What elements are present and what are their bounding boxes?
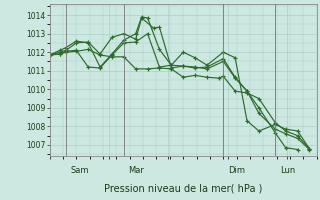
Text: Sam: Sam bbox=[70, 166, 89, 175]
Text: Dim: Dim bbox=[228, 166, 245, 175]
Text: Lun: Lun bbox=[280, 166, 295, 175]
Text: Pression niveau de la mer( hPa ): Pression niveau de la mer( hPa ) bbox=[104, 183, 262, 193]
Text: Mar: Mar bbox=[128, 166, 144, 175]
